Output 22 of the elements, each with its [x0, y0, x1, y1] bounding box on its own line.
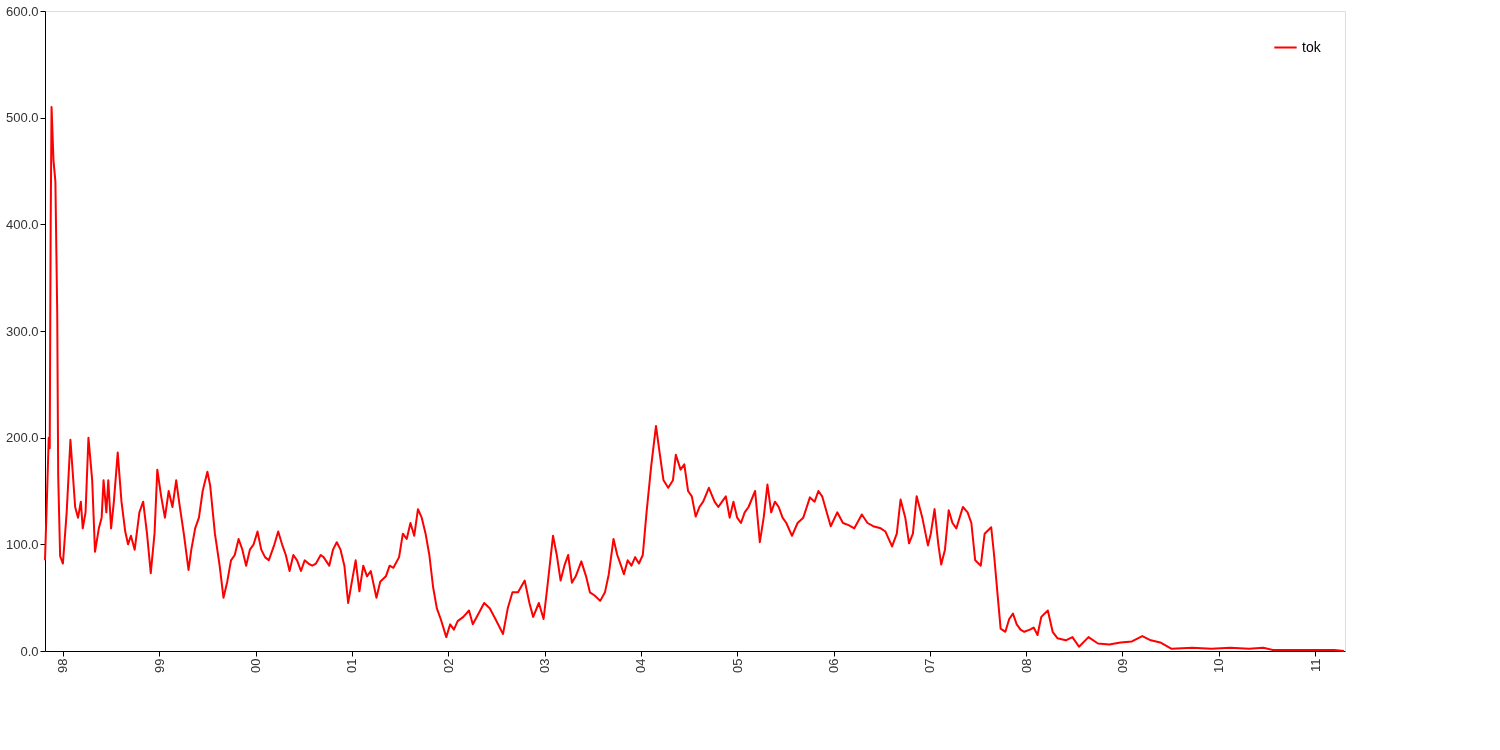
x-tick-label: 09 — [1114, 658, 1130, 673]
x-tick-label: 11 — [1307, 658, 1323, 672]
x-tick-label: 02 — [440, 658, 456, 673]
y-tick-label: 400.0 — [5, 216, 39, 232]
y-tick-label: 0.0 — [20, 643, 39, 659]
x-tick-label: 04 — [633, 658, 649, 673]
x-tick-label: 08 — [1018, 658, 1034, 673]
y-tick-label: 600.0 — [5, 3, 39, 19]
x-tick-label: 06 — [826, 658, 842, 673]
y-tick-label: 100.0 — [5, 536, 39, 552]
y-tick-label: 300.0 — [5, 323, 39, 339]
x-tick-label: 98 — [55, 658, 71, 673]
x-tick-label: 07 — [922, 658, 938, 673]
x-tick-label: 00 — [248, 658, 264, 673]
x-tick-label: 03 — [537, 658, 553, 673]
y-tick-label: 500.0 — [5, 110, 39, 126]
legend-label: tok — [1302, 38, 1322, 55]
y-tick-label: 200.0 — [5, 430, 39, 446]
x-tick-label: 10 — [1211, 658, 1227, 673]
x-tick-label: 05 — [729, 658, 745, 673]
x-tick-label: 01 — [344, 658, 360, 673]
x-tick-label: 99 — [151, 658, 167, 673]
